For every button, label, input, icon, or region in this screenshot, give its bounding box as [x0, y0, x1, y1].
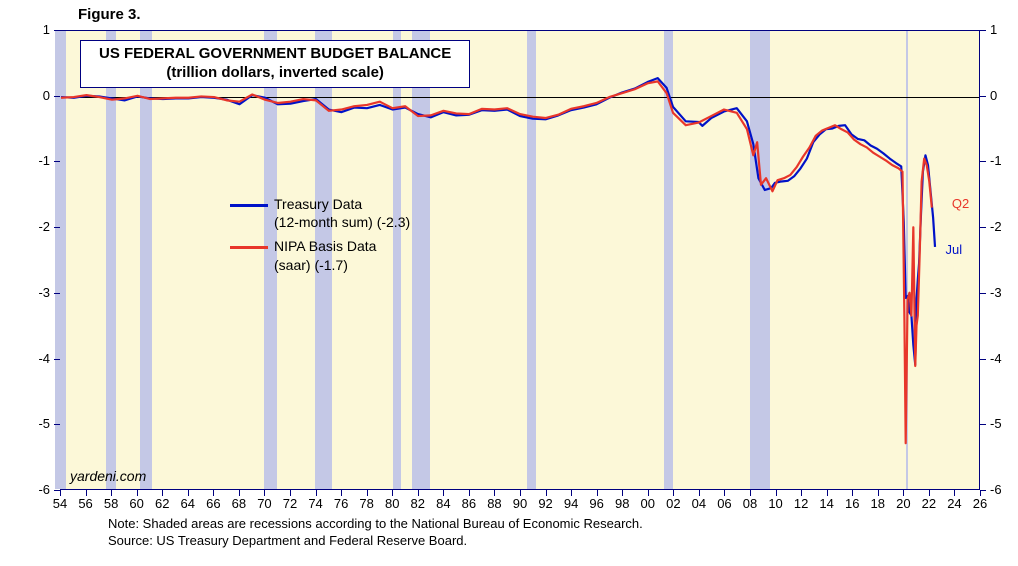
- x-tick-label: 04: [692, 496, 706, 511]
- x-tick-label: 74: [308, 496, 322, 511]
- x-tick-label: 94: [564, 496, 578, 511]
- x-tick-label: 14: [819, 496, 833, 511]
- series-treasury: [61, 78, 935, 365]
- y-tick-label-left: 1: [20, 22, 50, 37]
- legend-entry-nipa: NIPA Basis Data (saar) (-1.7): [230, 237, 410, 273]
- legend-label-nipa-2: (saar) (-1.7): [274, 257, 348, 273]
- chart-watermark: yardeni.com: [70, 468, 146, 484]
- x-tick-label: 76: [334, 496, 348, 511]
- y-tick-label-right: -1: [990, 153, 1002, 168]
- y-tick-label-left: 0: [20, 88, 50, 103]
- footnote-source: Source: US Treasury Department and Feder…: [108, 533, 467, 548]
- y-tick-label-left: -1: [20, 153, 50, 168]
- x-tick-label: 68: [232, 496, 246, 511]
- x-tick-label: 00: [641, 496, 655, 511]
- x-tick-label: 92: [538, 496, 552, 511]
- x-tick-label: 56: [78, 496, 92, 511]
- footnote-note: Note: Shaded areas are recessions accord…: [108, 516, 643, 531]
- x-tick-label: 80: [385, 496, 399, 511]
- legend-swatch-treasury: [230, 204, 268, 207]
- series-nipa: [61, 81, 932, 443]
- chart-title-box: US FEDERAL GOVERNMENT BUDGET BALANCE (tr…: [80, 40, 470, 88]
- chart-title-line1: US FEDERAL GOVERNMENT BUDGET BALANCE: [99, 45, 451, 62]
- x-tick-label: 70: [257, 496, 271, 511]
- figure-label: Figure 3.: [78, 6, 141, 23]
- chart-legend: Treasury Data (12-month sum) (-2.3) NIPA…: [230, 195, 410, 274]
- x-tick-label: 10: [768, 496, 782, 511]
- legend-entry-treasury: Treasury Data (12-month sum) (-2.3): [230, 195, 410, 231]
- x-tick-label: 18: [871, 496, 885, 511]
- x-tick-label: 24: [947, 496, 961, 511]
- y-tick-label-right: -5: [990, 416, 1002, 431]
- series-end-label: Jul: [946, 242, 963, 257]
- y-tick-label-right: -3: [990, 285, 1002, 300]
- x-tick-label: 02: [666, 496, 680, 511]
- x-tick-label: 16: [845, 496, 859, 511]
- y-tick-label-right: -6: [990, 482, 1002, 497]
- x-tick-label: 90: [513, 496, 527, 511]
- y-tick-label-left: -5: [20, 416, 50, 431]
- x-tick-label: 66: [206, 496, 220, 511]
- y-tick-label-right: -2: [990, 219, 1002, 234]
- chart-title-line2: (trillion dollars, inverted scale): [166, 64, 384, 81]
- x-tick-label: 60: [129, 496, 143, 511]
- y-tick-label-right: 1: [990, 22, 997, 37]
- x-tick-label: 78: [359, 496, 373, 511]
- x-tick-label: 86: [462, 496, 476, 511]
- chart-plot-area: [60, 30, 980, 490]
- series-end-label: Q2: [952, 196, 969, 211]
- y-tick-label-left: -6: [20, 482, 50, 497]
- x-tick-label: 84: [436, 496, 450, 511]
- x-tick-label: 72: [283, 496, 297, 511]
- x-tick-label: 88: [487, 496, 501, 511]
- x-tick-label: 12: [794, 496, 808, 511]
- legend-label-treasury-2: (12-month sum) (-2.3): [274, 214, 410, 230]
- x-tick-label: 82: [411, 496, 425, 511]
- x-tick-label: 54: [53, 496, 67, 511]
- x-tick-label: 96: [589, 496, 603, 511]
- x-tick-label: 06: [717, 496, 731, 511]
- legend-label-treasury-1: Treasury Data: [274, 196, 362, 212]
- y-tick-label-left: -2: [20, 219, 50, 234]
- x-tick-label: 62: [155, 496, 169, 511]
- x-tick-label: 26: [973, 496, 987, 511]
- legend-label-nipa-1: NIPA Basis Data: [274, 238, 376, 254]
- x-tick-label: 64: [181, 496, 195, 511]
- x-tick-label: 98: [615, 496, 629, 511]
- y-tick-label-right: -4: [990, 351, 1002, 366]
- y-tick-label-left: -3: [20, 285, 50, 300]
- chart-series-svg: [61, 31, 979, 489]
- y-tick-label-left: -4: [20, 351, 50, 366]
- x-tick-label: 08: [743, 496, 757, 511]
- x-tick-label: 58: [104, 496, 118, 511]
- legend-swatch-nipa: [230, 246, 268, 249]
- y-tick-label-right: 0: [990, 88, 997, 103]
- x-tick-label: 20: [896, 496, 910, 511]
- x-tick-label: 22: [922, 496, 936, 511]
